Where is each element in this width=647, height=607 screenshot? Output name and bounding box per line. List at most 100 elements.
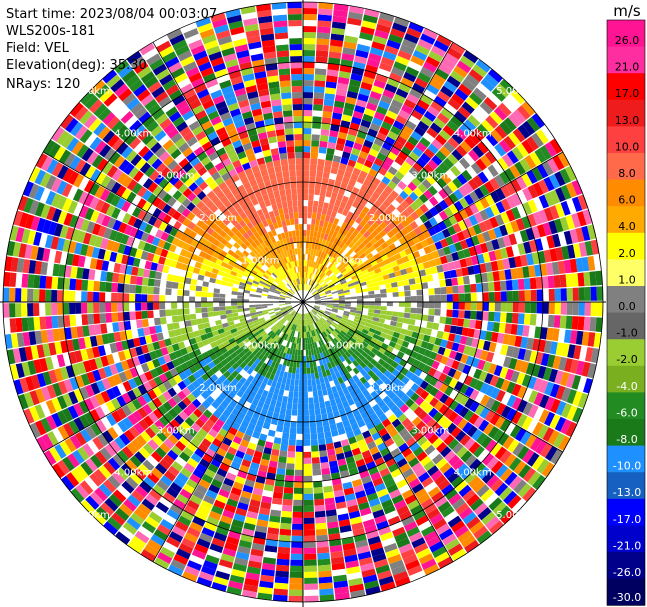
ppi-gate bbox=[414, 467, 427, 478]
ppi-gate bbox=[374, 289, 381, 295]
ppi-gate bbox=[433, 40, 449, 52]
ppi-gate bbox=[73, 403, 84, 417]
ppi-gate bbox=[213, 306, 220, 312]
ppi-gate bbox=[309, 230, 314, 237]
ppi-gate bbox=[490, 203, 500, 216]
ppi-gate bbox=[162, 265, 170, 274]
ppi-gate bbox=[74, 125, 88, 140]
ppi-gate bbox=[387, 130, 399, 141]
ppi-gate bbox=[355, 310, 363, 315]
ppi-gate bbox=[419, 137, 431, 148]
ppi-gate bbox=[590, 302, 597, 317]
ppi-gate bbox=[45, 356, 54, 371]
ppi-gate bbox=[422, 261, 431, 269]
ppi-gate bbox=[235, 507, 248, 517]
ppi-gate bbox=[343, 344, 350, 351]
ppi-gate bbox=[453, 403, 464, 415]
ppi-gate bbox=[323, 233, 329, 241]
ppi-gate bbox=[22, 259, 31, 274]
ppi-gate bbox=[491, 332, 499, 343]
ppi-gate bbox=[438, 372, 448, 383]
ppi-gate bbox=[355, 490, 366, 499]
ppi-gate bbox=[157, 383, 168, 394]
ppi-gate bbox=[189, 284, 197, 291]
ppi-gate bbox=[378, 249, 386, 257]
ppi-gate bbox=[186, 499, 200, 511]
ppi-gate bbox=[297, 409, 303, 416]
ppi-gate bbox=[303, 56, 315, 63]
ppi-gate bbox=[323, 275, 329, 281]
ppi-gate bbox=[190, 319, 198, 326]
ppi-gate bbox=[368, 298, 375, 302]
ppi-gate bbox=[232, 316, 240, 321]
ppi-gate bbox=[348, 285, 356, 290]
ppi-gate bbox=[69, 314, 77, 327]
ppi-gate bbox=[9, 364, 19, 380]
ppi-gate bbox=[368, 52, 382, 62]
ppi-gate bbox=[279, 294, 286, 298]
ppi-gate bbox=[166, 487, 179, 499]
ppi-gate bbox=[303, 391, 308, 398]
ppi-gate bbox=[284, 481, 294, 488]
ppi-gate bbox=[334, 281, 341, 286]
ppi-gate bbox=[336, 364, 342, 372]
ppi-gate bbox=[279, 304, 286, 307]
ppi-gate bbox=[331, 27, 345, 36]
ppi-gate bbox=[329, 333, 336, 340]
ppi-gate bbox=[404, 290, 411, 297]
ppi-gate bbox=[306, 236, 310, 243]
ppi-gate bbox=[93, 122, 107, 136]
ppi-gate bbox=[249, 499, 261, 508]
ppi-gate bbox=[430, 329, 438, 338]
ppi-gate bbox=[444, 488, 458, 501]
ppi-gate bbox=[328, 51, 342, 59]
ppi-gate bbox=[309, 324, 313, 331]
ppi-gate bbox=[413, 446, 424, 457]
ppi-gate bbox=[314, 68, 327, 76]
ppi-gate bbox=[175, 335, 184, 343]
ppi-gate bbox=[327, 63, 340, 71]
ppi-gate bbox=[303, 439, 311, 446]
ppi-gate bbox=[384, 171, 395, 181]
ppi-gate bbox=[475, 320, 482, 330]
ppi-gate bbox=[297, 313, 300, 320]
ppi-gate bbox=[394, 270, 402, 277]
ppi-gate bbox=[516, 143, 529, 158]
ppi-gate bbox=[191, 549, 207, 560]
ppi-gate bbox=[285, 285, 291, 290]
ppi-gate bbox=[84, 207, 95, 221]
ppi-gate bbox=[213, 311, 220, 317]
ppi-gate bbox=[316, 328, 321, 334]
ppi-gate bbox=[486, 456, 499, 470]
ppi-gate bbox=[295, 331, 299, 338]
ppi-gate bbox=[396, 458, 408, 468]
ppi-gate bbox=[201, 400, 211, 409]
ppi-gate bbox=[579, 346, 588, 361]
ppi-gate bbox=[462, 421, 473, 434]
ppi-gate bbox=[304, 559, 317, 566]
ppi-gate bbox=[292, 505, 303, 512]
ppi-gate bbox=[227, 278, 235, 284]
ppi-gate bbox=[240, 278, 247, 284]
ppi-gate bbox=[244, 269, 251, 275]
ppi-gate bbox=[257, 513, 270, 522]
ppi-gate bbox=[560, 371, 570, 387]
ppi-gate bbox=[468, 178, 479, 191]
ppi-gate bbox=[261, 389, 269, 398]
ppi-gate bbox=[247, 382, 255, 391]
ppi-gate bbox=[395, 576, 411, 587]
ppi-gate bbox=[338, 464, 348, 472]
ppi-gate bbox=[463, 345, 472, 356]
ppi-gate bbox=[482, 311, 489, 321]
ppi-gate bbox=[371, 221, 379, 230]
ppi-gate bbox=[266, 410, 274, 418]
ppi-gate bbox=[312, 330, 316, 337]
ppi-gate bbox=[347, 17, 362, 26]
ppi-gate bbox=[303, 230, 307, 237]
ppi-gate bbox=[51, 126, 65, 142]
ppi-gate bbox=[508, 257, 517, 269]
ppi-gate bbox=[531, 132, 544, 148]
ppi-gate bbox=[315, 347, 320, 355]
ppi-gate bbox=[322, 259, 327, 266]
ppi-gate bbox=[445, 169, 457, 181]
